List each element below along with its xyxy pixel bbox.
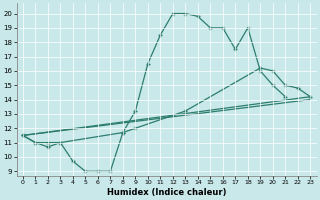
X-axis label: Humidex (Indice chaleur): Humidex (Indice chaleur): [107, 188, 226, 197]
